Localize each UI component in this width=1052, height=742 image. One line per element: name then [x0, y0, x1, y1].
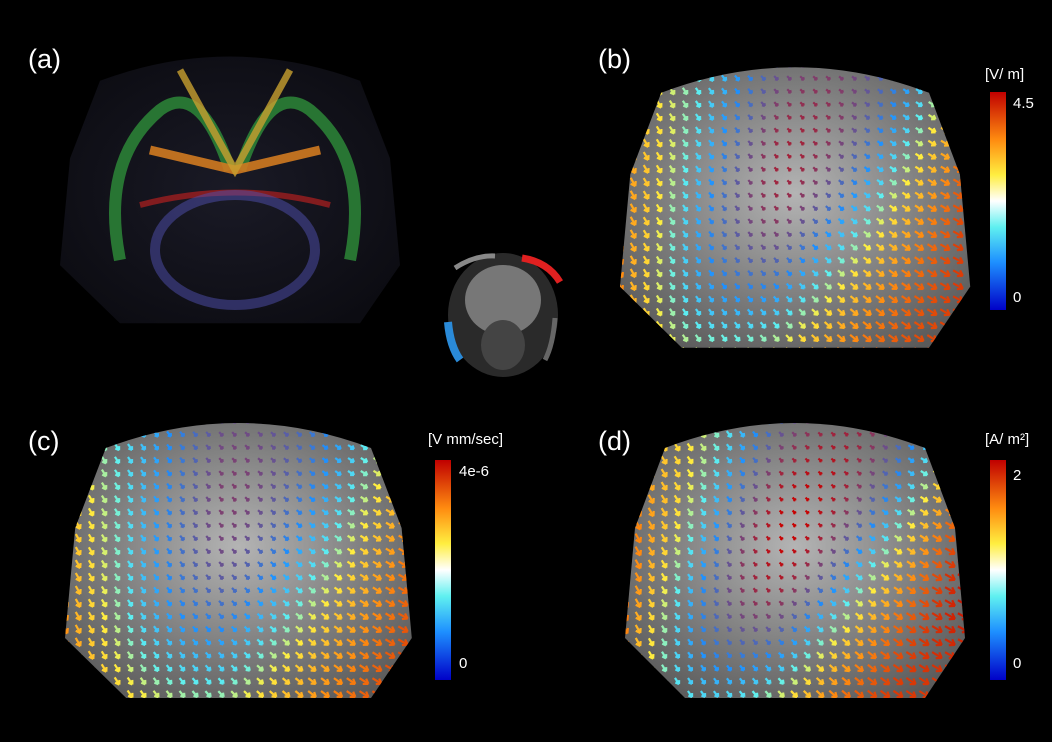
figure: (a) (b) (c) (d) [V/ m] 4.5 0 [V mm/sec] …: [0, 0, 1052, 742]
colorbar-unit: [V/ m]: [985, 66, 1024, 83]
colorbar-min: 0: [459, 655, 467, 672]
panel-label: (c): [28, 426, 59, 456]
colorbar: [990, 460, 1006, 680]
colorbar-unit: [A/ m²]: [985, 431, 1029, 448]
dti-image: [60, 57, 400, 324]
panel-label: (b): [598, 44, 631, 74]
colorbar-max: 4e-6: [459, 463, 489, 480]
colorbar: [435, 460, 451, 680]
colorbar-min: 0: [1013, 289, 1021, 306]
panel-label: (d): [598, 426, 631, 456]
colorbar-max: 4.5: [1013, 95, 1034, 112]
colorbar: [990, 92, 1006, 310]
colorbar-unit: [V mm/sec]: [428, 431, 503, 448]
panel-label: (a): [28, 44, 61, 74]
colorbar-min: 0: [1013, 655, 1021, 672]
colorbar-max: 2: [1013, 467, 1021, 484]
